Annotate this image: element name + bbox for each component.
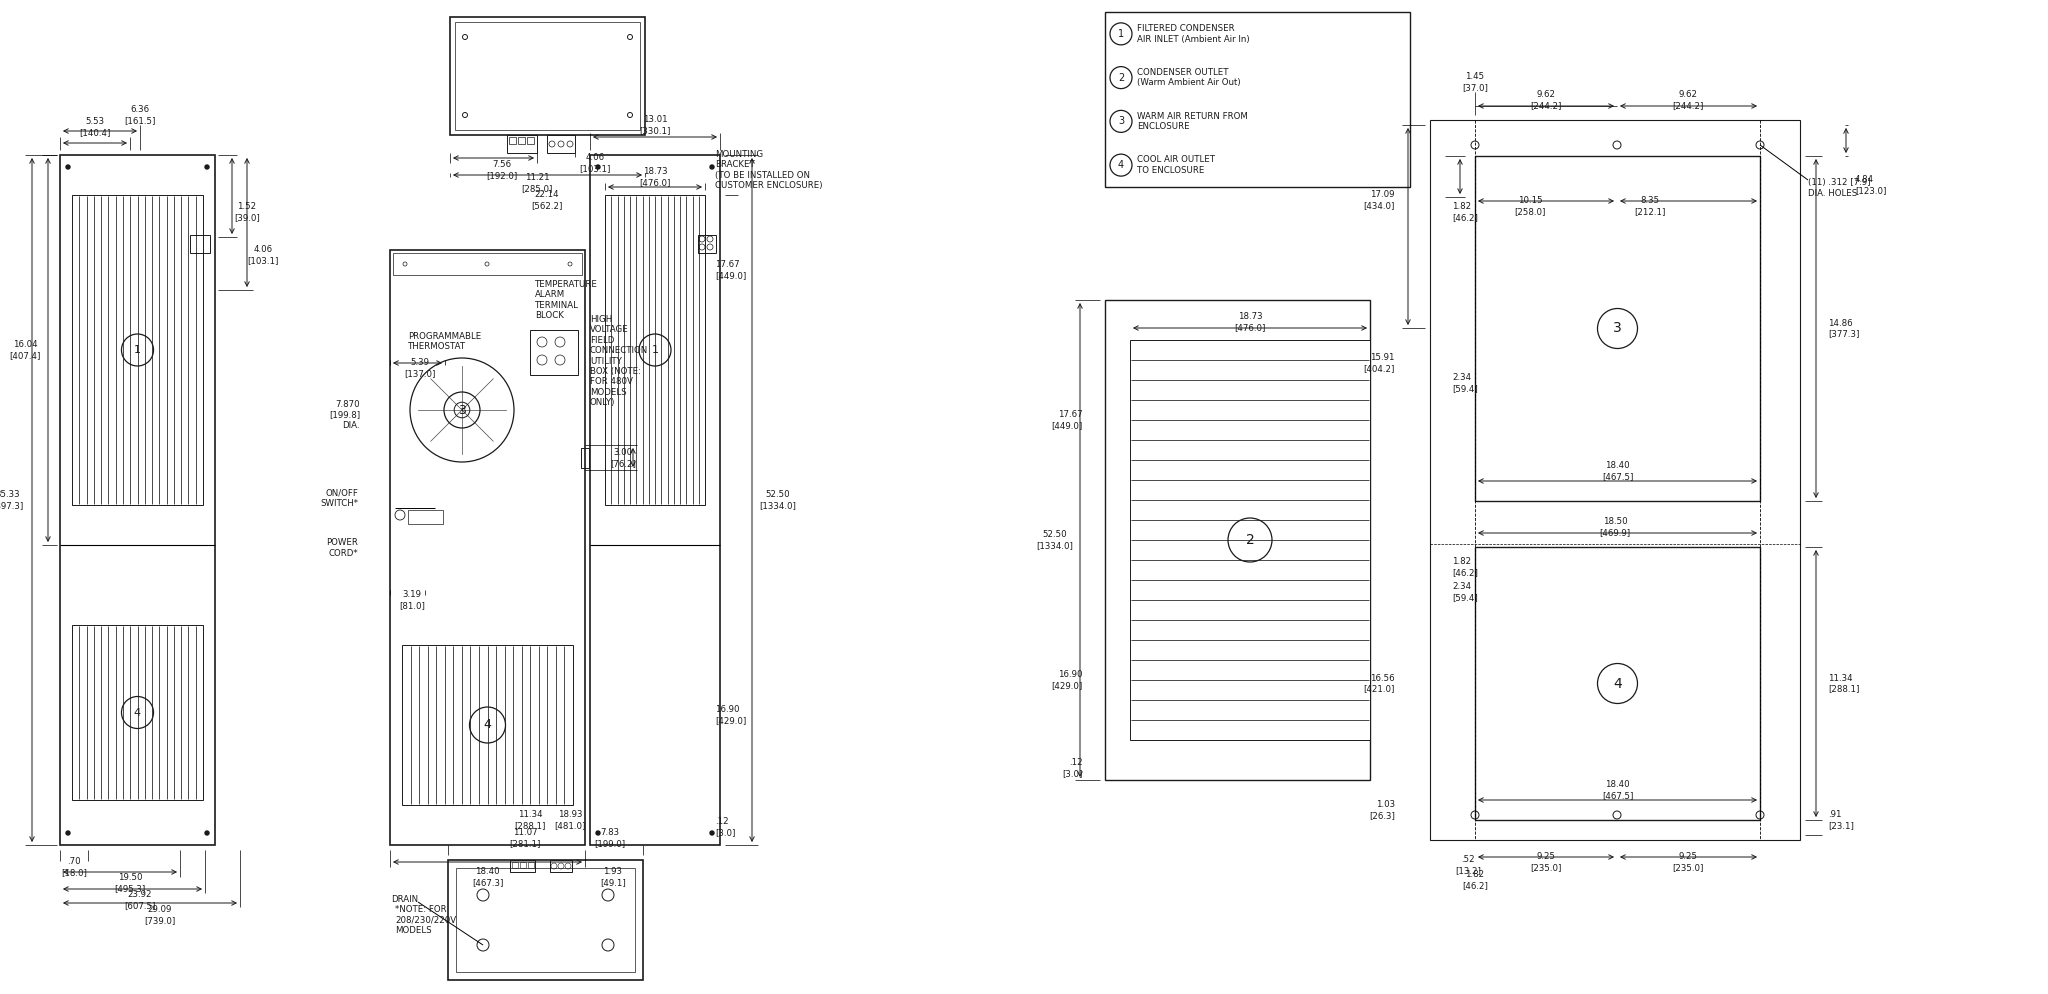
Text: POWER
CORD*: POWER CORD* — [326, 539, 358, 558]
Text: 2: 2 — [1245, 533, 1253, 547]
Text: 1.45
[37.0]: 1.45 [37.0] — [1462, 73, 1489, 91]
Text: 9.25
[235.0]: 9.25 [235.0] — [1673, 852, 1704, 872]
Text: 4.06
[103.1]: 4.06 [103.1] — [248, 246, 279, 264]
Text: 4: 4 — [1118, 160, 1124, 170]
Text: 17.67
[449.0]: 17.67 [449.0] — [715, 260, 745, 279]
Circle shape — [205, 165, 209, 169]
FancyBboxPatch shape — [1130, 340, 1370, 740]
Text: 52.50
[1334.0]: 52.50 [1334.0] — [1036, 531, 1073, 550]
Text: 11.34
[288.1]: 11.34 [288.1] — [514, 810, 545, 830]
Text: 3.00
[76.2]: 3.00 [76.2] — [610, 448, 637, 468]
Text: 7.83
[199.0]: 7.83 [199.0] — [594, 828, 625, 848]
Text: DRAIN: DRAIN — [391, 896, 418, 905]
Text: 23.92
[607.5]: 23.92 [607.5] — [125, 891, 156, 910]
Text: 3: 3 — [1614, 321, 1622, 336]
Circle shape — [205, 831, 209, 835]
Text: .12
[3.0]: .12 [3.0] — [1063, 758, 1083, 777]
Text: 18.73
[476.0]: 18.73 [476.0] — [639, 167, 670, 187]
Circle shape — [596, 831, 600, 835]
Text: 18.73
[476.0]: 18.73 [476.0] — [1235, 312, 1266, 332]
Text: 2.34
[59.4]: 2.34 [59.4] — [1452, 374, 1479, 393]
Text: 15.91
[404.2]: 15.91 [404.2] — [1364, 353, 1395, 373]
Circle shape — [596, 165, 600, 169]
Text: 4: 4 — [1614, 677, 1622, 691]
Text: 16.90
[429.0]: 16.90 [429.0] — [1053, 670, 1083, 690]
Text: 9.62
[244.2]: 9.62 [244.2] — [1673, 90, 1704, 109]
Text: 18.40
[467.5]: 18.40 [467.5] — [1602, 780, 1632, 800]
Text: 4: 4 — [483, 719, 492, 732]
FancyBboxPatch shape — [604, 195, 705, 505]
Text: 1.03
[26.3]: 1.03 [26.3] — [1370, 800, 1395, 820]
Text: 1.82
[46.2]: 1.82 [46.2] — [1452, 203, 1479, 222]
Text: 5.53
[140.4]: 5.53 [140.4] — [80, 117, 111, 137]
Text: 29.09
[739.0]: 29.09 [739.0] — [143, 906, 176, 924]
Text: TEMPERATURE
ALARM
TERMINAL
BLOCK: TEMPERATURE ALARM TERMINAL BLOCK — [535, 280, 598, 320]
Text: 1.52
[39.0]: 1.52 [39.0] — [233, 203, 260, 222]
Circle shape — [66, 831, 70, 835]
Text: 19.50
[495.3]: 19.50 [495.3] — [115, 874, 145, 893]
Text: 14.86
[377.3]: 14.86 [377.3] — [1829, 319, 1860, 338]
Text: 1: 1 — [651, 345, 659, 355]
Text: .52
[13.2]: .52 [13.2] — [1454, 855, 1481, 875]
Text: 18.40
[467.3]: 18.40 [467.3] — [471, 868, 504, 887]
Text: .12
[3.0]: .12 [3.0] — [715, 817, 735, 837]
Text: 4.06
[103.1]: 4.06 [103.1] — [580, 153, 610, 173]
Text: 2.34
[59.4]: 2.34 [59.4] — [1452, 582, 1479, 601]
Text: 9.62
[244.2]: 9.62 [244.2] — [1530, 90, 1563, 109]
Text: 11.34
[288.1]: 11.34 [288.1] — [1829, 674, 1860, 693]
Text: 18.40
[467.5]: 18.40 [467.5] — [1602, 461, 1632, 481]
Text: 10.15
[258.0]: 10.15 [258.0] — [1513, 196, 1546, 216]
Text: .70
[18.0]: .70 [18.0] — [61, 857, 86, 877]
Text: HIGH
VOLTAGE
FIELD
CONNECTION
UTILITY
BOX (NOTE:
FOR 480V
MODELS
ONLY): HIGH VOLTAGE FIELD CONNECTION UTILITY BO… — [590, 315, 649, 408]
Text: 18.93
[481.0]: 18.93 [481.0] — [555, 810, 586, 830]
Text: FILTERED CONDENSER
AIR INLET (Ambient Air In): FILTERED CONDENSER AIR INLET (Ambient Ai… — [1137, 24, 1249, 44]
Text: 8.35
[212.1]: 8.35 [212.1] — [1634, 196, 1665, 216]
Text: 11.07
[281.1]: 11.07 [281.1] — [510, 828, 541, 848]
Text: WARM AIR RETURN FROM
ENCLOSURE: WARM AIR RETURN FROM ENCLOSURE — [1137, 111, 1247, 131]
Text: 17.67
[449.0]: 17.67 [449.0] — [1053, 411, 1083, 429]
Text: 11.21
[285.0]: 11.21 [285.0] — [522, 173, 553, 193]
Text: 17.09
[434.0]: 17.09 [434.0] — [1364, 190, 1395, 210]
Text: 7.870
[199.8]
DIA.: 7.870 [199.8] DIA. — [330, 401, 360, 429]
Text: CONDENSER OUTLET
(Warm Ambient Air Out): CONDENSER OUTLET (Warm Ambient Air Out) — [1137, 68, 1241, 87]
Text: 6.36
[161.5]: 6.36 [161.5] — [125, 105, 156, 124]
Text: 4.84
[123.0]: 4.84 [123.0] — [1855, 175, 1886, 195]
FancyBboxPatch shape — [72, 625, 203, 800]
Circle shape — [711, 831, 715, 835]
Text: .91
[23.1]: .91 [23.1] — [1829, 810, 1853, 830]
Text: 1: 1 — [133, 345, 141, 355]
Text: 35.33
[897.3]: 35.33 [897.3] — [0, 490, 25, 510]
Text: ON/OFF
SWITCH*: ON/OFF SWITCH* — [319, 488, 358, 508]
Text: 2: 2 — [1118, 73, 1124, 83]
Text: 16.56
[421.0]: 16.56 [421.0] — [1364, 674, 1395, 693]
Text: 13.01
[330.1]: 13.01 [330.1] — [639, 115, 670, 135]
FancyBboxPatch shape — [401, 645, 573, 805]
Text: 3.19
[81.0]: 3.19 [81.0] — [399, 590, 424, 609]
Text: 3: 3 — [459, 404, 467, 416]
Text: PROGRAMMABLE
THERMOSTAT: PROGRAMMABLE THERMOSTAT — [408, 332, 481, 352]
Text: 18.50
[469.9]: 18.50 [469.9] — [1599, 517, 1630, 537]
Text: 1: 1 — [1118, 29, 1124, 39]
Text: MOUNTING
BRACKET
(TO BE INSTALLED ON
CUSTOMER ENCLOSURE): MOUNTING BRACKET (TO BE INSTALLED ON CUS… — [715, 150, 823, 190]
Circle shape — [66, 165, 70, 169]
Circle shape — [711, 165, 715, 169]
Text: 3: 3 — [1118, 116, 1124, 126]
Text: (11) .312 [7.9]
DIA. HOLES: (11) .312 [7.9] DIA. HOLES — [1808, 178, 1870, 198]
Text: 16.04
[407.4]: 16.04 [407.4] — [10, 340, 41, 360]
FancyBboxPatch shape — [72, 195, 203, 505]
Text: 1.82
[46.2]: 1.82 [46.2] — [1462, 871, 1489, 890]
Text: 52.50
[1334.0]: 52.50 [1334.0] — [760, 490, 797, 510]
Text: *NOTE: FOR
208/230/220V
MODELS: *NOTE: FOR 208/230/220V MODELS — [395, 906, 457, 935]
Text: 9.25
[235.0]: 9.25 [235.0] — [1530, 852, 1563, 872]
Text: 1.82
[46.2]: 1.82 [46.2] — [1452, 558, 1479, 577]
Text: 1.93
[49.1]: 1.93 [49.1] — [600, 868, 627, 887]
Text: 5.39
[137.0]: 5.39 [137.0] — [403, 358, 436, 378]
Text: 22.14
[562.2]: 22.14 [562.2] — [530, 190, 563, 210]
Text: 4: 4 — [133, 708, 141, 718]
Text: COOL AIR OUTLET
TO ENCLOSURE: COOL AIR OUTLET TO ENCLOSURE — [1137, 155, 1214, 175]
Text: 7.56
[192.0]: 7.56 [192.0] — [485, 160, 518, 180]
Text: 16.90
[429.0]: 16.90 [429.0] — [715, 706, 745, 725]
